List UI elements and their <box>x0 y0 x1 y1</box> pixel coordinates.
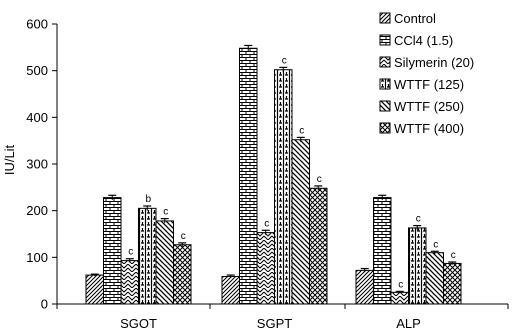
data-label: c <box>398 279 403 290</box>
y-tick-label: 100 <box>26 250 48 265</box>
bar <box>274 69 293 305</box>
bar <box>425 252 444 305</box>
legend-label: CCl4 (1.5) <box>394 33 453 48</box>
bar <box>120 260 139 305</box>
x-tick-label: ALP <box>396 316 421 331</box>
data-label: c <box>264 218 269 229</box>
y-tick-label: 400 <box>26 110 48 125</box>
bar <box>443 262 462 305</box>
y-tick-label: 200 <box>26 203 48 218</box>
legend: Control CCl4 (1.5) Silymerin (20) WTTF (125… <box>379 11 474 136</box>
data-label: c <box>128 247 133 258</box>
data-label: c <box>163 207 168 218</box>
bar <box>291 139 310 305</box>
legend-label: WTTF (400) <box>394 121 464 136</box>
data-label: c <box>433 239 438 250</box>
legend-label: Control <box>394 11 436 26</box>
data-label: c <box>181 231 186 242</box>
bar <box>221 275 240 305</box>
x-tick-label: SGPT <box>257 316 292 331</box>
y-tick-label: 500 <box>26 63 48 78</box>
axes: 0 100 200 300 400 500 600 SGOT SGPT ALP <box>26 17 509 331</box>
data-label: c <box>282 55 287 66</box>
y-tick-label: 0 <box>41 297 48 312</box>
legend-swatch <box>379 122 391 134</box>
legend-swatch <box>379 34 391 46</box>
bar <box>103 197 122 305</box>
data-label: c <box>317 174 322 185</box>
bar <box>239 47 258 305</box>
legend-swatch <box>379 12 391 24</box>
bar <box>408 227 427 305</box>
legend-swatch <box>379 78 391 90</box>
bar <box>390 291 409 305</box>
x-tick-label: SGOT <box>120 316 157 331</box>
legend-label: WTTF (250) <box>394 99 464 114</box>
legend-swatch <box>379 100 391 112</box>
y-tick-label: 600 <box>26 17 48 32</box>
bars: c c c b c c c c c c c c <box>85 44 462 305</box>
bar <box>173 244 192 305</box>
data-label: c <box>451 250 456 261</box>
bar <box>256 232 275 305</box>
legend-label: Silymerin (20) <box>394 55 474 70</box>
y-tick-label: 300 <box>26 157 48 172</box>
bar <box>309 187 328 305</box>
bar <box>373 197 392 305</box>
y-axis-label: IU/Lit <box>2 144 17 175</box>
data-label: b <box>145 194 151 205</box>
bar <box>138 207 157 305</box>
legend-label: WTTF (125) <box>394 77 464 92</box>
data-label: c <box>416 214 421 225</box>
bar <box>155 220 174 305</box>
bar <box>85 274 104 305</box>
legend-swatch <box>379 56 391 68</box>
bar <box>355 269 374 305</box>
data-label: c <box>299 125 304 136</box>
